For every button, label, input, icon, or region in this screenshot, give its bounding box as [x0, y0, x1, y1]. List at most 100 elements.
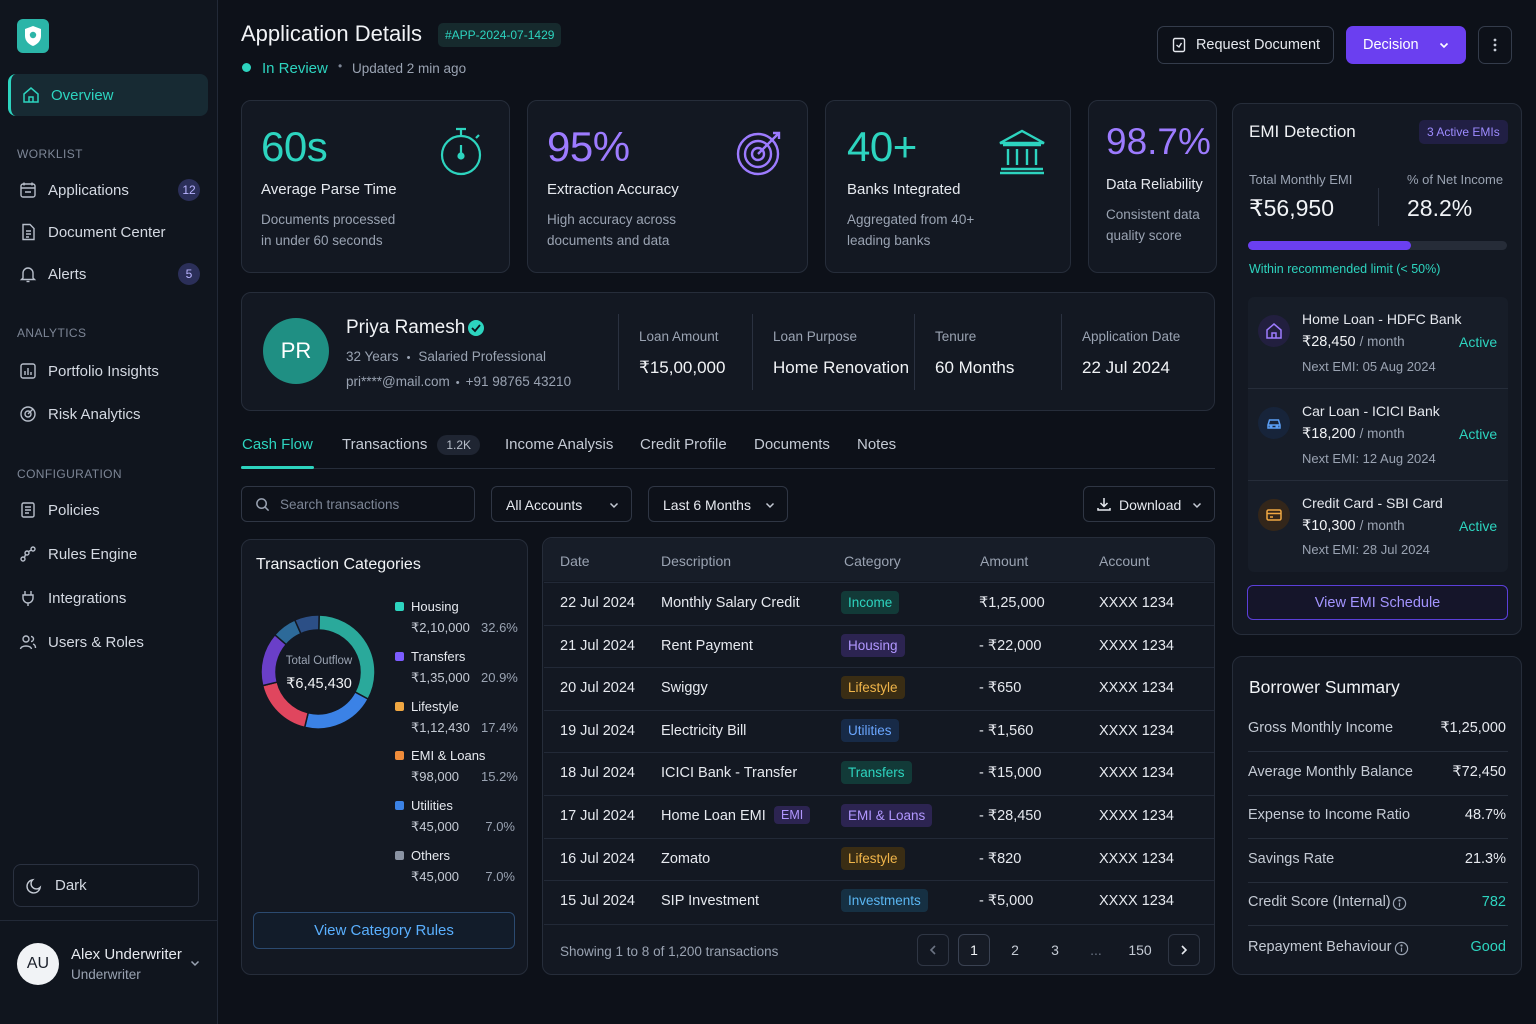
- sidebar-item-label: Policies: [48, 501, 100, 519]
- category-badge: Lifestyle: [841, 846, 905, 870]
- table-row[interactable]: 15 Jul 2024 SIP Investment Investments - ₹5…: [544, 880, 1214, 922]
- table-row[interactable]: 22 Jul 2024 Monthly Salary Credit Income ₹1…: [544, 582, 1214, 624]
- cell-account: XXXX 1234: [1099, 680, 1174, 697]
- divider: [752, 314, 753, 390]
- tab-credit-profile[interactable]: Credit Profile: [640, 436, 727, 453]
- donut-slice-utilities[interactable]: [293, 614, 320, 635]
- tab-documents[interactable]: Documents: [754, 436, 830, 453]
- emi-amount-row: ₹18,200 / month: [1302, 426, 1405, 442]
- download-button[interactable]: Download: [1083, 486, 1215, 522]
- info-icon[interactable]: [1394, 941, 1409, 956]
- category-donut-chart: [260, 614, 376, 730]
- summary-value: 48.7%: [1464, 807, 1506, 823]
- search-input[interactable]: Search transactions: [241, 486, 475, 522]
- sidebar-item-label: Rules Engine: [48, 545, 138, 563]
- info-icon[interactable]: [1392, 896, 1407, 911]
- sidebar-item-portfolio-insights[interactable]: Portfolio Insights: [8, 350, 208, 392]
- column-header-amount[interactable]: Amount: [980, 553, 1029, 569]
- document-icon: [1171, 37, 1187, 53]
- tab-transactions[interactable]: Transactions 1.2K: [342, 435, 480, 455]
- sidebar-item-alerts[interactable]: Alerts 5: [8, 253, 208, 295]
- tab-label: Transactions: [342, 436, 428, 453]
- tab-notes[interactable]: Notes: [857, 436, 897, 453]
- emi-amount: ₹10,300: [1302, 518, 1356, 534]
- cell-account: XXXX 1234: [1099, 722, 1174, 739]
- period-select[interactable]: Last 6 Months: [648, 486, 788, 522]
- column-header-category[interactable]: Category: [844, 553, 901, 569]
- sidebar-item-policies[interactable]: Policies: [8, 489, 208, 531]
- view-emi-schedule-button[interactable]: View EMI Schedule: [1247, 585, 1508, 620]
- tab-income-analysis[interactable]: Income Analysis: [505, 436, 614, 453]
- column-header-account[interactable]: Account: [1099, 553, 1150, 569]
- sidebar-item-label: Integrations: [48, 589, 127, 607]
- tab-cash-flow[interactable]: Cash Flow: [242, 436, 313, 453]
- stat-card-banks-integrated: 40+ Banks Integrated Aggregated from 40+…: [825, 100, 1071, 273]
- stat-desc: Consistent data: [1106, 207, 1200, 222]
- page-1-button[interactable]: 1: [958, 934, 990, 966]
- view-category-rules-button[interactable]: View Category Rules: [253, 912, 515, 949]
- sidebar-item-overview[interactable]: Overview: [8, 74, 208, 116]
- applicant-card: PR Priya Ramesh 32 Years • Salaried Profes…: [241, 292, 1215, 411]
- legend-name: Housing: [411, 599, 459, 614]
- page-3-button[interactable]: 3: [1051, 942, 1059, 958]
- applicant-age: 32 Years: [346, 349, 399, 364]
- emi-next-date: Next EMI: 12 Aug 2024: [1302, 451, 1436, 466]
- table-row[interactable]: 20 Jul 2024 Swiggy Lifestyle - ₹650 XXXX 123…: [544, 667, 1214, 709]
- app-logo[interactable]: [17, 19, 49, 53]
- table-row[interactable]: 21 Jul 2024 Rent Payment Housing - ₹22,000 X…: [544, 624, 1214, 667]
- cell-description: Swiggy: [661, 680, 708, 697]
- summary-value: ₹1,25,000: [1440, 720, 1506, 736]
- policy-icon: [18, 500, 38, 520]
- page-2-button[interactable]: 2: [1011, 942, 1019, 958]
- prev-page-button[interactable]: [917, 934, 949, 966]
- application-date-label: Application Date: [1082, 329, 1181, 344]
- emi-amount: ₹18,200: [1302, 426, 1356, 442]
- sidebar-item-users-roles[interactable]: Users & Roles: [8, 621, 208, 663]
- column-header-date[interactable]: Date: [560, 553, 590, 569]
- next-page-button[interactable]: [1168, 934, 1200, 966]
- sidebar-item-risk-analytics[interactable]: Risk Analytics: [8, 393, 208, 435]
- emi-item-home-loan[interactable]: Home Loan - HDFC Bank ₹28,450 / month Ac…: [1248, 297, 1508, 389]
- stat-desc: Aggregated from 40+: [847, 212, 975, 227]
- emi-item-credit-card[interactable]: Credit Card - SBI Card ₹10,300 / month A…: [1248, 481, 1508, 572]
- emi-amount-row: ₹28,450 / month: [1302, 334, 1405, 350]
- table-row[interactable]: 17 Jul 2024 Home Loan EMI EMI EMI & Loans - …: [544, 795, 1214, 837]
- sidebar-item-document-center[interactable]: Document Center: [8, 211, 208, 253]
- stat-label: Average Parse Time: [261, 181, 397, 198]
- category-badge: Utilities: [841, 718, 899, 742]
- sidebar-item-label: Overview: [51, 86, 114, 104]
- request-document-button[interactable]: Request Document: [1157, 26, 1334, 64]
- chevron-down-icon[interactable]: [189, 957, 201, 969]
- donut-slice-transfers[interactable]: [303, 690, 370, 730]
- stat-card-extraction-accuracy: 95% Extraction Accuracy High accuracy ac…: [527, 100, 808, 273]
- table-row[interactable]: 18 Jul 2024 ICICI Bank - Transfer Transfer…: [544, 752, 1214, 794]
- page-150-button[interactable]: 150: [1128, 942, 1152, 958]
- stat-desc: in under 60 seconds: [261, 233, 383, 248]
- tenure-value: 60 Months: [935, 358, 1015, 377]
- column-header-description[interactable]: Description: [661, 553, 732, 569]
- cell-account: XXXX 1234: [1099, 808, 1174, 824]
- credit-card-icon: [1258, 499, 1290, 531]
- sidebar-item-integrations[interactable]: Integrations: [8, 577, 208, 619]
- sidebar-item-applications[interactable]: Applications 12: [8, 169, 208, 211]
- section-title-configuration: CONFIGURATION: [17, 467, 122, 481]
- stat-label: Extraction Accuracy: [547, 181, 679, 198]
- table-row[interactable]: 16 Jul 2024 Zomato Lifestyle - ₹820 XXXX 123…: [544, 837, 1214, 880]
- more-options-button[interactable]: [1478, 26, 1512, 64]
- legend-swatch: [395, 701, 404, 711]
- decision-button[interactable]: Decision: [1346, 26, 1466, 64]
- table-row[interactable]: 19 Jul 2024 Electricity Bill Utilities - ₹1…: [544, 709, 1214, 752]
- summary-label: Gross Monthly Income: [1248, 720, 1394, 736]
- emi-item-car-loan[interactable]: Car Loan - ICICI Bank ₹18,200 / month Ac…: [1248, 389, 1508, 481]
- borrower-summary-card: [1232, 656, 1522, 975]
- avatar[interactable]: AU: [17, 943, 59, 985]
- section-title-analytics: ANALYTICS: [17, 326, 87, 340]
- stat-desc: documents and data: [547, 233, 670, 248]
- cell-date: 18 Jul 2024: [560, 765, 635, 782]
- sidebar-item-rules-engine[interactable]: Rules Engine: [8, 533, 208, 575]
- accounts-select[interactable]: All Accounts: [491, 486, 632, 522]
- active-emis-badge: 3 Active EMIs: [1419, 120, 1508, 144]
- legend-swatch: [395, 801, 404, 811]
- theme-toggle[interactable]: Dark: [13, 864, 199, 907]
- summary-row-expense-ratio: Expense to Income Ratio 48.7%: [1248, 795, 1508, 839]
